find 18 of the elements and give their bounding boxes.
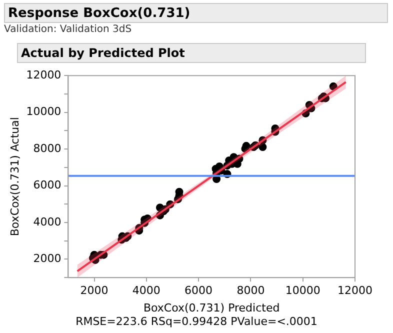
text: Validation: Validation 3dS [4,24,132,35]
text: RMSE=223.6 RSq=0.99428 PValue=<.0001 [74,315,318,328]
x-tick-label: 2000 [80,284,108,298]
chart-title: Response BoxCox(0.731) [4,3,388,23]
x-axis-title: BoxCox(0.731) Predicted [143,301,280,314]
x-tick-label: 8000 [236,284,265,298]
y-tick-label: 10000 [26,105,62,118]
y-axis-title: BoxCox(0.731) Actual [8,117,22,236]
x-tick-label: 12000 [338,284,372,298]
x-tick-label: 6000 [184,284,213,298]
y-tick-label: 6000 [33,178,62,192]
x-tick-label: 4000 [132,284,160,298]
y-tick-label: 8000 [33,142,62,155]
chart-subtitle: Actual by Predicted Plot [17,43,366,63]
x-tick-label: 10000 [285,284,320,298]
y-tick-label: 12000 [26,68,62,82]
y-tick-label: 2000 [33,252,62,266]
y-tick-label: 4000 [33,215,62,228]
